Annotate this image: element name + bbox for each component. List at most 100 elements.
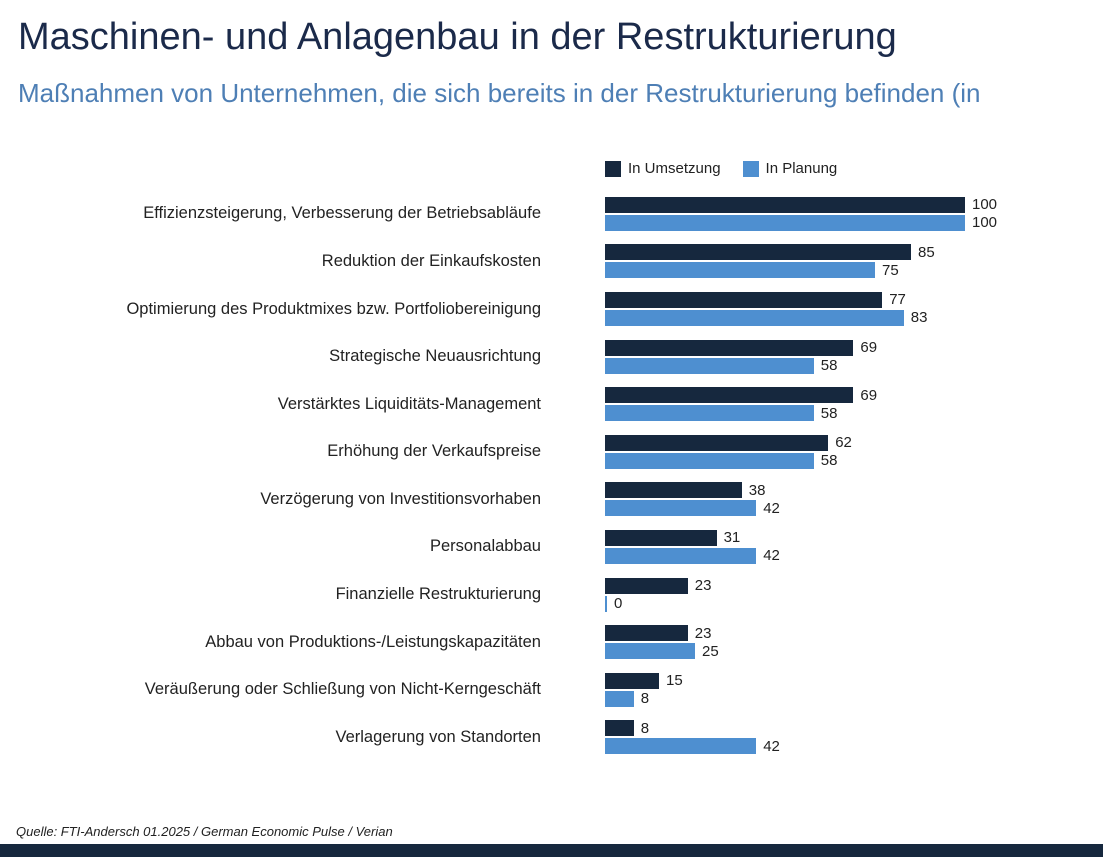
chart-row: Strategische Neuausrichtung 69 58 xyxy=(0,333,1103,381)
value-label: 85 xyxy=(918,243,935,261)
bar-chart: Effizienzsteigerung, Verbesserung der Be… xyxy=(0,190,1103,761)
category-label: Verlagerung von Standorten xyxy=(335,727,542,746)
bar-line: 100 xyxy=(605,196,997,213)
bar-line: 58 xyxy=(605,452,852,469)
bar-in-umsetzung xyxy=(605,244,911,261)
value-label: 75 xyxy=(882,261,899,279)
page-subtitle: Maßnahmen von Unternehmen, die sich bere… xyxy=(18,78,981,108)
legend-label: In Umsetzung xyxy=(628,160,721,177)
bar-line: 0 xyxy=(605,595,711,612)
bar-line: 15 xyxy=(605,672,683,689)
value-label: 58 xyxy=(820,357,838,375)
category-label: Verstärktes Liquiditäts-Management xyxy=(277,394,541,413)
category-label: Reduktion der Einkaufskosten xyxy=(321,251,541,270)
chart-row: Effizienzsteigerung, Verbesserung der Be… xyxy=(0,190,1103,238)
category-label: Erhöhung der Verkaufspreise xyxy=(327,442,541,461)
bar-line: 38 xyxy=(605,482,780,499)
chart-row: Veräußerung oder Schließung von Nicht-Ke… xyxy=(0,666,1103,714)
value-label: 100 xyxy=(972,196,998,214)
bar-line: 8 xyxy=(605,720,780,737)
bar-in-umsetzung xyxy=(605,529,717,546)
chart-row: Reduktion der Einkaufskosten 85 75 xyxy=(0,238,1103,286)
value-label: 15 xyxy=(666,672,683,690)
chart-row: Verstärktes Liquiditäts-Management 69 58 xyxy=(0,380,1103,428)
category-label: Effizienzsteigerung, Verbesserung der Be… xyxy=(143,204,541,223)
value-label: 42 xyxy=(763,547,780,565)
bar-in-planung xyxy=(605,547,757,564)
chart-row: Erhöhung der Verkaufspreise 62 58 xyxy=(0,428,1103,476)
bar-line: 42 xyxy=(605,500,780,517)
bar-in-planung xyxy=(605,309,904,326)
bar-in-umsetzung xyxy=(605,625,688,642)
bar-line: 8 xyxy=(605,690,683,707)
bar-group: 38 42 xyxy=(605,481,780,518)
category-label: Personalabbau xyxy=(429,537,541,556)
bar-group: 23 0 xyxy=(605,576,711,613)
bar-in-umsetzung xyxy=(605,720,634,737)
bar-in-umsetzung xyxy=(605,482,742,499)
value-label: 8 xyxy=(640,690,650,708)
legend-item-in-umsetzung: In Umsetzung xyxy=(605,160,721,177)
bar-line: 77 xyxy=(605,291,927,308)
bar-in-planung xyxy=(605,690,634,707)
legend-label: In Planung xyxy=(765,160,838,177)
bar-group: 77 83 xyxy=(605,290,927,327)
bar-line: 42 xyxy=(605,547,780,564)
legend-swatch-dark xyxy=(605,160,621,177)
bar-in-planung xyxy=(605,452,814,469)
bar-line: 31 xyxy=(605,529,780,546)
value-label: 83 xyxy=(910,309,928,327)
category-label: Verzögerung von Investitionsvorhaben xyxy=(260,489,541,508)
bar-in-planung xyxy=(605,595,607,612)
bar-group: 8 42 xyxy=(605,719,780,756)
chart-row: Verzögerung von Investitionsvorhaben 38 42 xyxy=(0,476,1103,524)
bar-in-planung xyxy=(605,214,965,231)
value-label: 77 xyxy=(889,291,906,309)
chart-row: Abbau von Produktions-/Leistungskapazitä… xyxy=(0,618,1103,666)
value-label: 58 xyxy=(820,452,838,470)
chart-row: Verlagerung von Standorten 8 42 xyxy=(0,714,1103,762)
bar-group: 31 42 xyxy=(605,528,780,565)
value-label: 23 xyxy=(694,624,712,642)
bar-in-umsetzung xyxy=(605,672,659,689)
bar-line: 58 xyxy=(605,405,877,422)
bar-in-planung xyxy=(605,738,757,755)
bar-line: 58 xyxy=(605,357,877,374)
bar-in-planung xyxy=(605,643,695,660)
bar-line: 23 xyxy=(605,625,719,642)
value-label: 58 xyxy=(820,404,838,422)
bottom-accent-bar xyxy=(0,844,1103,857)
value-label: 69 xyxy=(860,386,878,404)
bar-line: 42 xyxy=(605,738,780,755)
value-label: 62 xyxy=(835,434,852,452)
value-label: 23 xyxy=(694,577,712,595)
bar-in-umsetzung xyxy=(605,339,854,356)
category-label: Veräußerung oder Schließung von Nicht-Ke… xyxy=(144,680,541,699)
value-label: 0 xyxy=(614,595,623,613)
bar-in-planung xyxy=(605,500,757,517)
value-label: 31 xyxy=(723,529,741,547)
bar-line: 75 xyxy=(605,262,935,279)
bar-group: 85 75 xyxy=(605,243,935,280)
source-note: Quelle: FTI-Andersch 01.2025 / German Ec… xyxy=(16,824,393,839)
value-label: 69 xyxy=(860,339,878,357)
chart-row: Personalabbau 31 42 xyxy=(0,523,1103,571)
bar-in-umsetzung xyxy=(605,577,688,594)
chart-legend: In Umsetzung In Planung xyxy=(605,160,837,177)
bar-group: 62 58 xyxy=(605,433,852,470)
category-label: Strategische Neuausrichtung xyxy=(329,347,541,366)
bar-line: 69 xyxy=(605,387,877,404)
chart-row: Optimierung des Produktmixes bzw. Portfo… xyxy=(0,285,1103,333)
bar-in-planung xyxy=(605,405,814,422)
bar-line: 62 xyxy=(605,434,852,451)
category-label: Finanzielle Restrukturierung xyxy=(335,585,541,604)
category-label: Optimierung des Produktmixes bzw. Portfo… xyxy=(126,299,541,318)
bar-line: 69 xyxy=(605,339,877,356)
bar-line: 23 xyxy=(605,577,711,594)
bar-group: 69 58 xyxy=(605,338,877,375)
bar-in-umsetzung xyxy=(605,434,829,451)
value-label: 8 xyxy=(640,719,650,737)
bar-in-umsetzung xyxy=(605,196,965,213)
legend-swatch-light xyxy=(742,160,759,177)
